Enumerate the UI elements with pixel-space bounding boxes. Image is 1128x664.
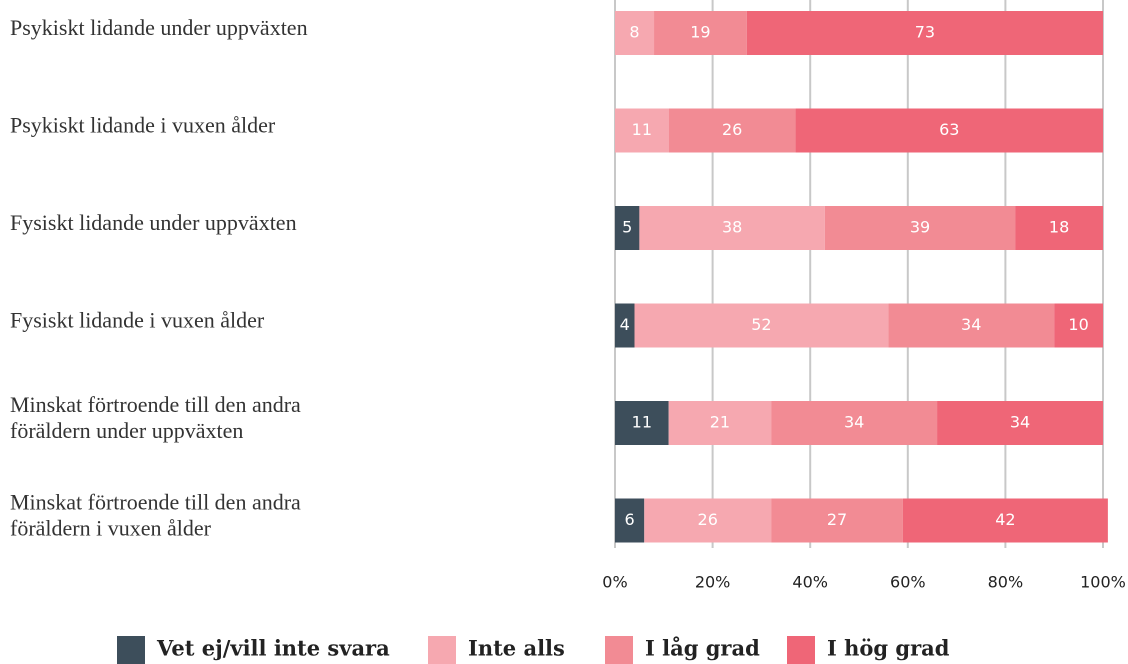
bar-segment xyxy=(795,108,1103,153)
data-label: 11 xyxy=(632,413,652,432)
category-label: Psykiskt lidande i vuxen ålder xyxy=(10,113,276,138)
bar-segment xyxy=(634,303,889,348)
grid xyxy=(614,0,1104,548)
legend-label: Inte alls xyxy=(468,636,565,661)
bar-segment xyxy=(615,498,645,543)
category-label: Minskat förtroende till den andra förälde… xyxy=(10,490,301,541)
bar-segment xyxy=(888,303,1055,348)
data-label: 11 xyxy=(632,120,652,139)
bar-segment xyxy=(615,303,635,348)
category-label: Fysiskt lidande i vuxen ålder xyxy=(10,308,265,333)
data-label: 52 xyxy=(751,315,771,334)
bar-segment xyxy=(615,108,669,153)
data-label: 34 xyxy=(844,413,864,432)
x-tick-label: 20% xyxy=(695,573,731,592)
bar-segment xyxy=(615,11,655,55)
bar-segment xyxy=(654,11,747,55)
bar-segment xyxy=(902,498,1108,543)
bar-segment xyxy=(644,498,772,543)
bar-segment xyxy=(937,401,1103,445)
data-label: 38 xyxy=(722,218,742,237)
bar-segment xyxy=(1054,303,1103,348)
bar-segment xyxy=(615,401,669,445)
bar-segment xyxy=(639,206,825,250)
legend-label: I låg grad xyxy=(645,636,760,661)
x-tick-label: 60% xyxy=(890,573,926,592)
x-tick-label: 80% xyxy=(988,573,1024,592)
legend-swatch xyxy=(428,636,456,664)
bar-segment xyxy=(615,206,640,250)
category-label: Psykiskt lidande under uppväxten xyxy=(10,15,308,40)
data-label: 18 xyxy=(1049,218,1069,237)
category-label: Minskat förtroende till den andra förälde… xyxy=(10,392,301,443)
bar-segment xyxy=(771,498,903,543)
bar-segment xyxy=(1015,206,1103,250)
legend-swatch xyxy=(605,636,633,664)
category-label: Fysiskt lidande under uppväxten xyxy=(10,210,297,235)
data-label: 10 xyxy=(1068,315,1088,334)
bar-segment xyxy=(668,108,796,153)
legend-label: Vet ej/vill inte svara xyxy=(156,636,390,661)
legend-label: I hög grad xyxy=(827,636,950,661)
data-label: 26 xyxy=(722,120,742,139)
bar-segment xyxy=(668,401,772,445)
bar-segment xyxy=(746,11,1103,55)
x-tick-label: 40% xyxy=(792,573,828,592)
data-label: 5 xyxy=(622,218,632,237)
data-label: 19 xyxy=(690,23,710,42)
data-label: 27 xyxy=(827,510,847,529)
data-label: 26 xyxy=(698,510,718,529)
data-label: 39 xyxy=(910,218,930,237)
data-label: 8 xyxy=(629,23,639,42)
x-tick-label: 0% xyxy=(602,573,627,592)
data-label: 4 xyxy=(620,315,630,334)
bar-segment xyxy=(771,401,938,445)
bar-segment xyxy=(824,206,1016,250)
legend-swatch xyxy=(787,636,815,664)
data-label: 73 xyxy=(915,23,935,42)
data-label: 34 xyxy=(961,315,981,334)
legend-swatch xyxy=(117,636,145,664)
data-label: 63 xyxy=(939,120,959,139)
data-label: 42 xyxy=(995,510,1015,529)
data-label: 21 xyxy=(710,413,730,432)
data-label: 6 xyxy=(625,510,635,529)
data-label: 34 xyxy=(1010,413,1030,432)
x-tick-label: 100% xyxy=(1080,573,1126,592)
